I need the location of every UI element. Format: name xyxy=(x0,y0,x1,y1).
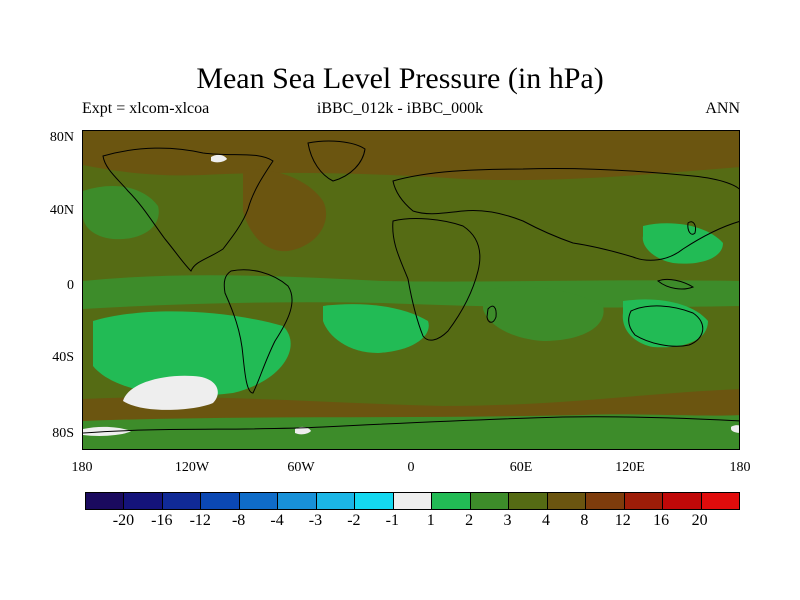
eurasia-outline xyxy=(392,167,739,261)
south-atlantic-bright-green-region xyxy=(323,304,429,353)
colorbar-swatch xyxy=(201,493,240,509)
colorbar-label: 1 xyxy=(426,512,435,529)
south-pacific-bright-green-region xyxy=(93,311,291,396)
map-svg xyxy=(83,131,739,449)
colorbar-label: -2 xyxy=(347,512,361,529)
lat-label-0: 0 xyxy=(67,278,74,293)
madagascar-outline xyxy=(486,305,497,323)
comparison-label: iBBC_012k - iBBC_000k xyxy=(316,100,484,117)
colorbar-label: -1 xyxy=(385,512,399,529)
japan-outline xyxy=(687,221,696,235)
lat-label-80s: 80S xyxy=(52,426,74,441)
lat-label-40s: 40S xyxy=(52,350,74,365)
lon-label-60w: 60W xyxy=(287,460,315,475)
lon-label-60e: 60E xyxy=(509,460,533,475)
arctic-brown-region xyxy=(83,131,739,181)
colorbar-swatch xyxy=(355,493,394,509)
colorbar-swatch xyxy=(162,493,202,509)
colorbar-swatch xyxy=(278,493,317,509)
lon-label-0: 0 xyxy=(407,460,415,475)
colorbar-label: -8 xyxy=(231,512,246,529)
indian-ocean-green-region xyxy=(483,286,604,341)
arctic-white-region xyxy=(211,154,227,163)
colorbar-label: 4 xyxy=(541,512,550,529)
colorbar-label: -4 xyxy=(270,512,284,529)
lon-label-180-east: 180 xyxy=(729,460,751,475)
south-pacific-white-region xyxy=(123,375,218,410)
colorbar-swatch xyxy=(470,493,510,509)
north-pacific-green-region xyxy=(83,186,159,240)
colorbar-label: 16 xyxy=(653,512,670,529)
colorbar-label: 2 xyxy=(465,512,474,529)
north-america-outline xyxy=(102,147,274,272)
colorbar-swatch xyxy=(124,493,163,509)
colorbar-swatch xyxy=(547,493,587,509)
colorbar-label: -20 xyxy=(112,512,135,529)
colorbar-label: -16 xyxy=(151,512,173,529)
australia-outline xyxy=(628,305,704,347)
colorbar-swatch xyxy=(393,493,433,509)
plot-title: Mean Sea Level Pressure (in hPa) xyxy=(196,62,604,95)
greenland-outline xyxy=(307,140,366,182)
australia-green-region xyxy=(622,299,708,348)
colorbar-swatch xyxy=(509,493,548,509)
colorbar-swatch xyxy=(432,493,471,509)
lon-label-120w: 120W xyxy=(174,460,210,475)
lat-label-80n: 80N xyxy=(49,130,74,145)
indonesia-outline xyxy=(657,278,695,290)
west-pacific-green-region xyxy=(642,223,723,264)
antarctic-white-region-east xyxy=(731,425,739,433)
antarctic-green-region xyxy=(83,414,739,449)
colorbar xyxy=(85,492,740,510)
colorbar-swatch xyxy=(663,493,702,509)
colorbar-label: -12 xyxy=(189,512,211,529)
antarctica-outline xyxy=(83,416,739,434)
experiment-label: Expt = xlcom-xlcoa xyxy=(82,100,210,117)
south-america-outline xyxy=(223,269,293,394)
colorbar-label: 12 xyxy=(614,512,631,529)
north-atlantic-brown-region xyxy=(243,169,327,252)
colorbar-label: -3 xyxy=(308,512,323,529)
coastlines xyxy=(83,140,739,434)
colorbar-label: 3 xyxy=(503,512,512,529)
africa-outline xyxy=(392,218,481,341)
colorbar-swatch xyxy=(624,493,664,509)
colorbar-label: 20 xyxy=(691,512,708,529)
pressure-map xyxy=(82,130,740,450)
colorbar-swatch xyxy=(586,493,625,509)
lon-label-180-west: 180 xyxy=(71,460,93,475)
colorbar-label: 8 xyxy=(580,512,589,529)
antarctic-white-region-center xyxy=(295,426,311,435)
colorbar-swatch xyxy=(701,493,739,509)
lon-label-120e: 120E xyxy=(615,460,645,475)
lat-label-40n: 40N xyxy=(49,203,74,218)
colorbar-swatch xyxy=(316,493,356,509)
colorbar-swatch xyxy=(239,493,279,509)
season-label: ANN xyxy=(705,100,740,117)
colorbar-swatch xyxy=(86,493,125,509)
